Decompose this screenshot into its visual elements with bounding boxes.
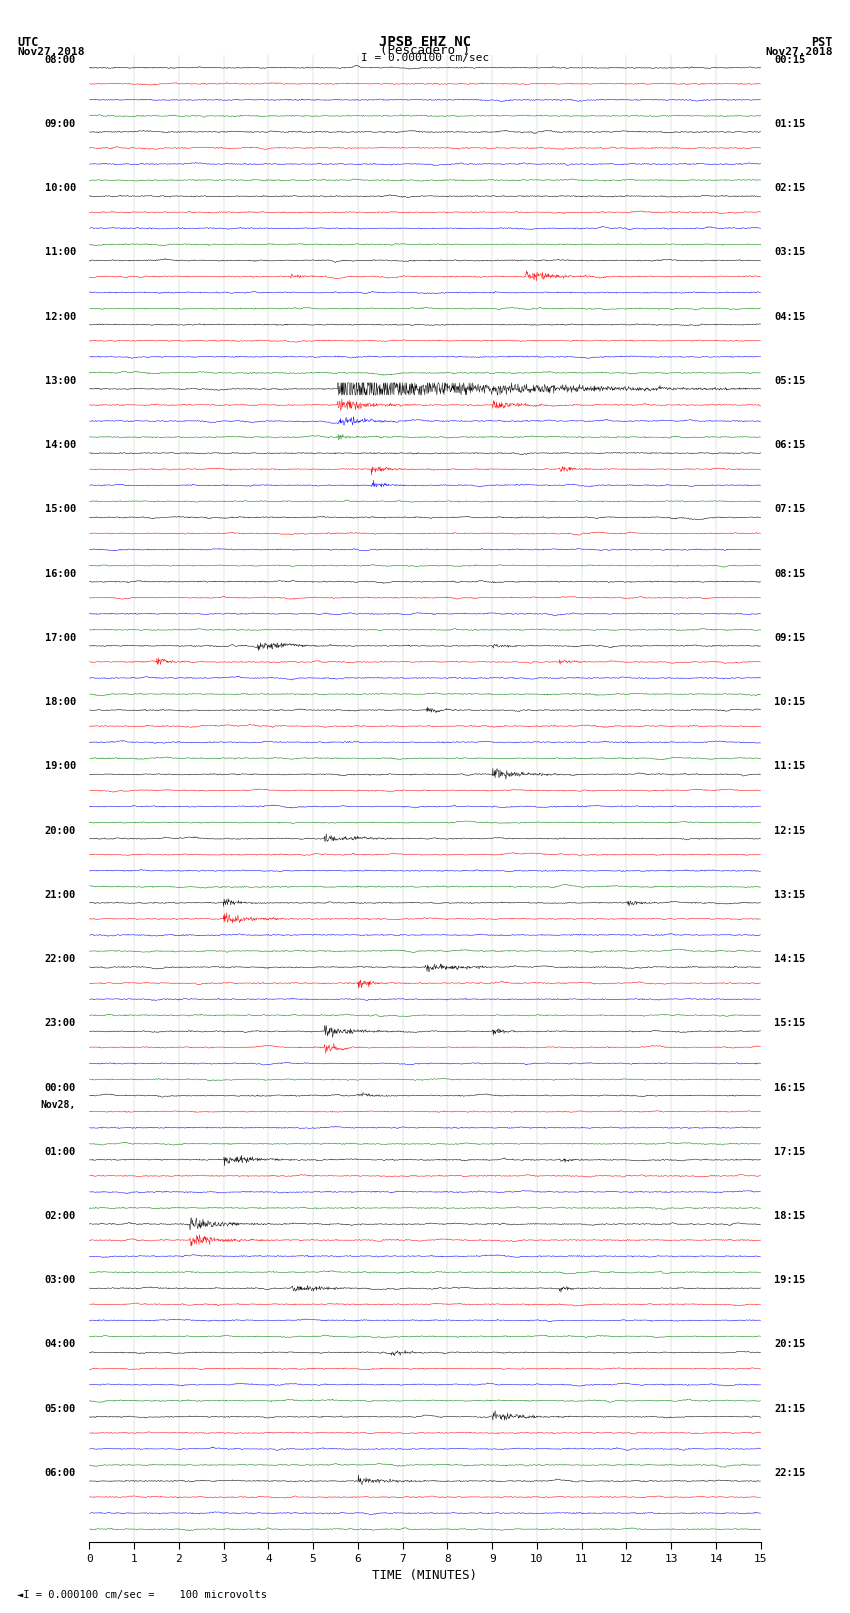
Text: 10:00: 10:00	[44, 184, 76, 194]
Text: 00:00: 00:00	[44, 1082, 76, 1092]
Text: 16:15: 16:15	[774, 1082, 806, 1092]
Text: 08:15: 08:15	[774, 569, 806, 579]
Text: 19:15: 19:15	[774, 1276, 806, 1286]
Text: (Pescadero ): (Pescadero )	[380, 44, 470, 58]
Text: 20:00: 20:00	[44, 826, 76, 836]
Text: 18:15: 18:15	[774, 1211, 806, 1221]
Text: 11:00: 11:00	[44, 247, 76, 258]
Text: 15:15: 15:15	[774, 1018, 806, 1027]
Text: UTC: UTC	[17, 35, 38, 50]
Text: PST: PST	[812, 35, 833, 50]
Text: Nov27,2018: Nov27,2018	[766, 47, 833, 58]
Text: 14:15: 14:15	[774, 953, 806, 965]
Text: 21:00: 21:00	[44, 890, 76, 900]
Text: 22:00: 22:00	[44, 953, 76, 965]
Text: 01:15: 01:15	[774, 119, 806, 129]
Text: 12:15: 12:15	[774, 826, 806, 836]
Text: 04:00: 04:00	[44, 1339, 76, 1350]
Text: I = 0.000100 cm/sec: I = 0.000100 cm/sec	[361, 53, 489, 63]
Text: 01:00: 01:00	[44, 1147, 76, 1157]
Text: 14:00: 14:00	[44, 440, 76, 450]
Text: 17:15: 17:15	[774, 1147, 806, 1157]
Text: 12:00: 12:00	[44, 311, 76, 321]
Text: 05:00: 05:00	[44, 1403, 76, 1413]
Text: 06:15: 06:15	[774, 440, 806, 450]
X-axis label: TIME (MINUTES): TIME (MINUTES)	[372, 1569, 478, 1582]
Text: 00:15: 00:15	[774, 55, 806, 65]
Text: 22:15: 22:15	[774, 1468, 806, 1478]
Text: 02:00: 02:00	[44, 1211, 76, 1221]
Text: 18:00: 18:00	[44, 697, 76, 706]
Text: 10:15: 10:15	[774, 697, 806, 706]
Text: 23:00: 23:00	[44, 1018, 76, 1027]
Text: 13:15: 13:15	[774, 890, 806, 900]
Text: 03:15: 03:15	[774, 247, 806, 258]
Text: 11:15: 11:15	[774, 761, 806, 771]
Text: 05:15: 05:15	[774, 376, 806, 386]
Text: 09:00: 09:00	[44, 119, 76, 129]
Text: ◄I = 0.000100 cm/sec =    100 microvolts: ◄I = 0.000100 cm/sec = 100 microvolts	[17, 1590, 267, 1600]
Text: 19:00: 19:00	[44, 761, 76, 771]
Text: 03:00: 03:00	[44, 1276, 76, 1286]
Text: 08:00: 08:00	[44, 55, 76, 65]
Text: 21:15: 21:15	[774, 1403, 806, 1413]
Text: 20:15: 20:15	[774, 1339, 806, 1350]
Text: 02:15: 02:15	[774, 184, 806, 194]
Text: 15:00: 15:00	[44, 505, 76, 515]
Text: 09:15: 09:15	[774, 632, 806, 644]
Text: Nov28,: Nov28,	[41, 1100, 76, 1110]
Text: 07:15: 07:15	[774, 505, 806, 515]
Text: Nov27,2018: Nov27,2018	[17, 47, 84, 58]
Text: JPSB EHZ NC: JPSB EHZ NC	[379, 35, 471, 50]
Text: 13:00: 13:00	[44, 376, 76, 386]
Text: 17:00: 17:00	[44, 632, 76, 644]
Text: 04:15: 04:15	[774, 311, 806, 321]
Text: 16:00: 16:00	[44, 569, 76, 579]
Text: 06:00: 06:00	[44, 1468, 76, 1478]
